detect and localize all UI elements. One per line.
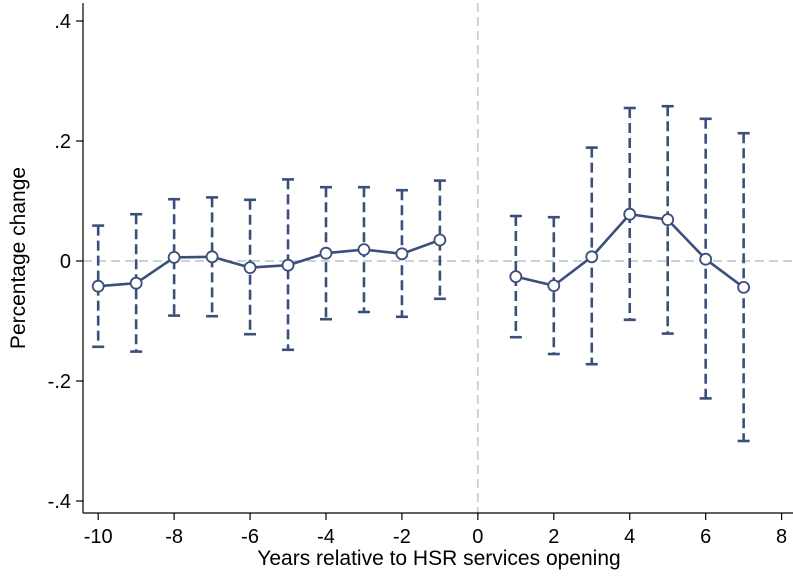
confidence-intervals — [92, 104, 750, 443]
x-tick-label: -10 — [84, 526, 113, 548]
data-point — [357, 243, 371, 257]
x-tick-label: -2 — [393, 526, 411, 548]
data-point — [623, 207, 637, 221]
x-axis-title: Years relative to HSR services opening — [257, 547, 620, 570]
x-tick-label: 2 — [548, 526, 559, 548]
y-axis-title: Percentage change — [7, 167, 30, 349]
x-tick-label: 6 — [700, 526, 711, 548]
data-point — [433, 233, 447, 247]
x-tick-label: 4 — [624, 526, 635, 548]
y-tick-label: 0 — [60, 251, 71, 273]
data-point — [243, 261, 257, 275]
y-tick-label: .2 — [54, 131, 71, 153]
reference-lines — [83, 3, 793, 513]
x-tick-label: -4 — [317, 526, 335, 548]
data-point — [395, 247, 409, 261]
y-tick-label: -.4 — [48, 491, 71, 513]
data-point — [281, 258, 295, 272]
data-points — [91, 207, 751, 294]
data-point — [129, 276, 143, 290]
data-point — [319, 246, 333, 260]
x-tick-label: 8 — [776, 526, 787, 548]
data-point — [661, 213, 675, 227]
data-point — [585, 250, 599, 264]
data-point — [737, 280, 751, 294]
data-point — [91, 279, 105, 293]
axes: .4 .2 0 -.2 -.4 -10 -8 -6 -4 -2 0 2 4 6 8 — [48, 3, 793, 548]
data-point — [167, 250, 181, 264]
data-point — [205, 250, 219, 264]
x-tick-label: -8 — [165, 526, 183, 548]
data-point — [509, 270, 523, 284]
data-point — [699, 252, 713, 266]
x-tick-label: 0 — [472, 526, 483, 548]
y-tick-label: -.2 — [48, 371, 71, 393]
series-lines — [98, 212, 745, 289]
x-tick-label: -6 — [241, 526, 259, 548]
y-tick-label: .4 — [54, 11, 71, 33]
series-line-pre — [98, 238, 441, 288]
data-point — [547, 279, 561, 293]
